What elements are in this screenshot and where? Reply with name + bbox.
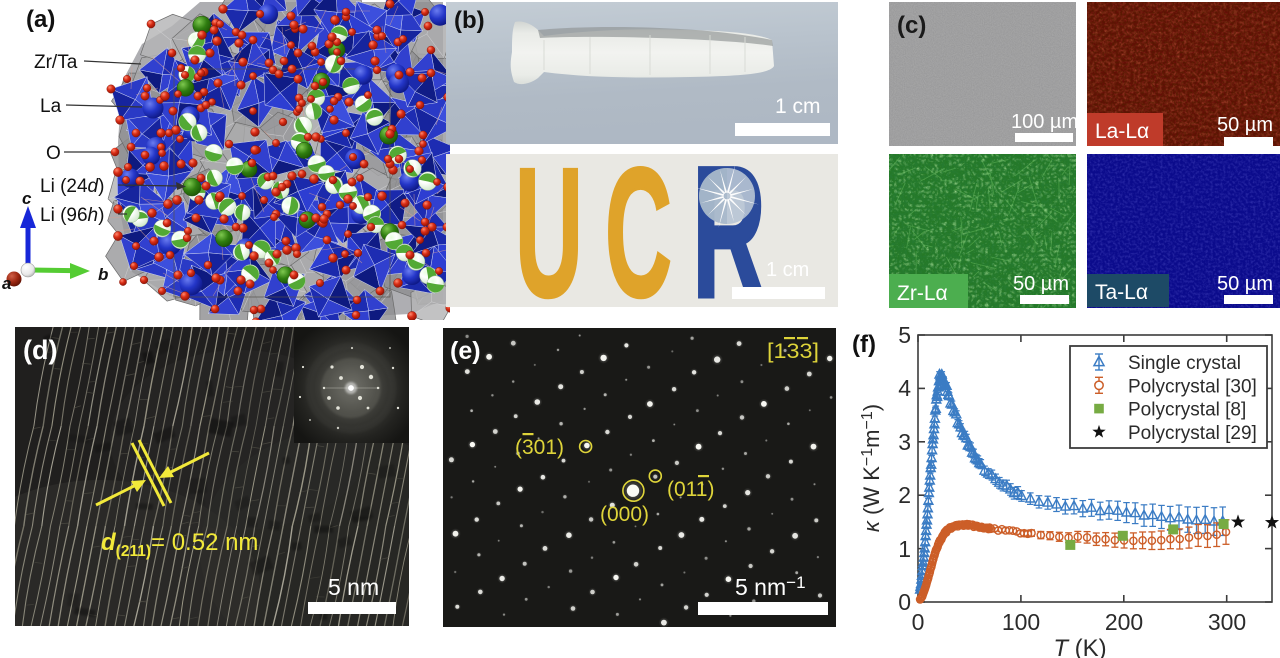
svg-text:(c): (c) (897, 12, 926, 39)
svg-text:La-Lα: La-Lα (1095, 120, 1149, 143)
svg-text:La: La (40, 96, 62, 117)
svg-text:(e): (e) (450, 337, 481, 365)
svg-text:100: 100 (1002, 609, 1040, 635)
svg-text:(f): (f) (852, 331, 876, 358)
svg-text:1 cm: 1 cm (766, 259, 809, 281)
svg-text:Single crystal: Single crystal (1128, 353, 1241, 374)
svg-text:T (K): T (K) (1053, 635, 1106, 658)
svg-text:5 nm−1: 5 nm−1 (735, 573, 806, 600)
svg-text:Li (96h): Li (96h) (40, 205, 104, 226)
svg-text:1 cm: 1 cm (775, 95, 821, 118)
svg-text:(301): (301) (515, 436, 564, 459)
svg-text:50 µm: 50 µm (1217, 273, 1273, 295)
svg-text:Ta-Lα: Ta-Lα (1095, 281, 1148, 304)
svg-text:0: 0 (898, 589, 911, 615)
svg-text:κ (W K−1m−1): κ (W K−1m−1) (859, 404, 884, 532)
svg-text:(000): (000) (600, 503, 649, 526)
svg-text:5: 5 (898, 322, 911, 348)
svg-text:C: C (605, 129, 672, 310)
svg-text:a: a (2, 274, 11, 293)
svg-text:b: b (98, 265, 108, 284)
svg-text:(011): (011) (667, 478, 714, 501)
svg-text:Zr/Ta: Zr/Ta (34, 52, 78, 73)
svg-text:O: O (46, 143, 61, 164)
svg-text:[133]: [133] (767, 340, 819, 363)
svg-text:0: 0 (912, 609, 925, 635)
svg-text:c: c (22, 189, 32, 208)
svg-text:Li (24d): Li (24d) (40, 176, 104, 197)
svg-text:(b): (b) (454, 7, 485, 34)
svg-text:50 µm: 50 µm (1217, 114, 1273, 136)
svg-text:3: 3 (898, 429, 911, 455)
svg-text:Polycrystal [29]: Polycrystal [29] (1128, 423, 1257, 444)
svg-text:Polycrystal [30]: Polycrystal [30] (1128, 376, 1257, 397)
svg-text:200: 200 (1105, 609, 1143, 635)
svg-text:1: 1 (898, 536, 911, 562)
svg-text:(a): (a) (26, 6, 55, 33)
svg-text:100 µm: 100 µm (1011, 111, 1078, 133)
svg-text:300: 300 (1208, 609, 1246, 635)
svg-text:Zr-Lα: Zr-Lα (897, 282, 948, 305)
svg-text:5 nm: 5 nm (328, 574, 379, 600)
svg-text:50 µm: 50 µm (1013, 273, 1069, 295)
svg-text:2: 2 (898, 482, 911, 508)
svg-text:Polycrystal [8]: Polycrystal [8] (1128, 400, 1246, 421)
svg-text:(d): (d) (23, 335, 57, 365)
svg-text:4: 4 (898, 375, 911, 401)
svg-text:U: U (515, 129, 583, 310)
